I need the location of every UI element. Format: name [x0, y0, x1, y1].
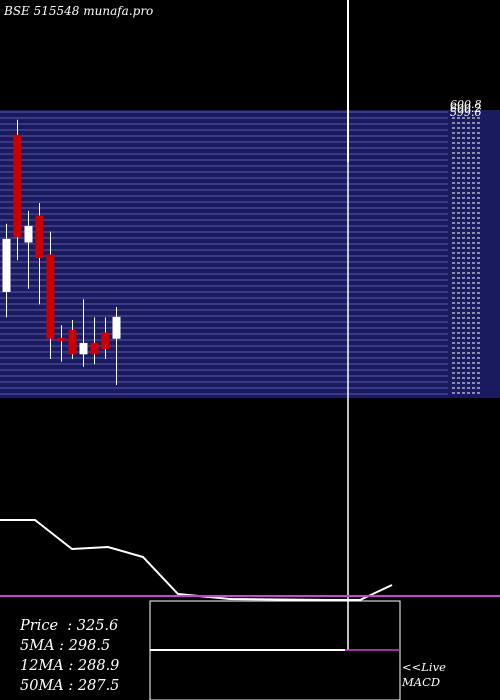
candle-body — [79, 342, 88, 355]
stat-sep: : — [63, 658, 78, 674]
stats-panel: Price : 325.6 5MA : 298.5 12MA : 288.9 5… — [20, 616, 119, 696]
candles — [2, 119, 121, 385]
price-label: 599.6 — [450, 106, 482, 119]
stat-12ma: 12MA : 288.9 — [20, 656, 119, 676]
stat-label: Price — [20, 618, 59, 634]
candle-body — [68, 329, 77, 355]
candle-body — [13, 134, 22, 238]
stat-label: 12MA — [20, 658, 64, 674]
stat-value: 287.5 — [77, 678, 120, 694]
stat-value: 288.9 — [77, 658, 120, 674]
stat-50ma: 50MA : 287.5 — [20, 676, 119, 696]
stat-value: 325.6 — [76, 618, 119, 634]
stat-5ma: 5MA : 298.5 — [20, 636, 119, 656]
candle-body — [24, 225, 33, 243]
stat-sep: : — [63, 678, 78, 694]
price-band — [0, 110, 500, 398]
band-background — [0, 110, 500, 398]
stat-sep: : — [54, 638, 69, 654]
moving-average-line — [0, 519, 393, 601]
stat-price: Price : 325.6 — [20, 616, 119, 636]
candle-body — [101, 332, 110, 350]
candle-body — [112, 316, 121, 339]
price-label: 600.8 — [450, 98, 482, 111]
stat-label: 50MA — [20, 678, 64, 694]
candle-body — [46, 254, 55, 339]
stat-label: 5MA — [20, 638, 55, 654]
candle-body — [2, 238, 11, 292]
stat-sep: : — [58, 618, 77, 634]
candle-body — [57, 337, 66, 342]
candle-body — [90, 342, 99, 355]
live-macd-link[interactable]: <<Live MACD — [402, 660, 446, 690]
site-label: BSE 515548 munafa.pro — [4, 4, 154, 18]
live-link-line1[interactable]: <<Live — [402, 660, 446, 674]
live-link-line2[interactable]: MACD — [402, 675, 441, 689]
price-label: 600.2 — [450, 102, 482, 115]
candle-body — [35, 215, 44, 259]
stat-value: 298.5 — [68, 638, 111, 654]
